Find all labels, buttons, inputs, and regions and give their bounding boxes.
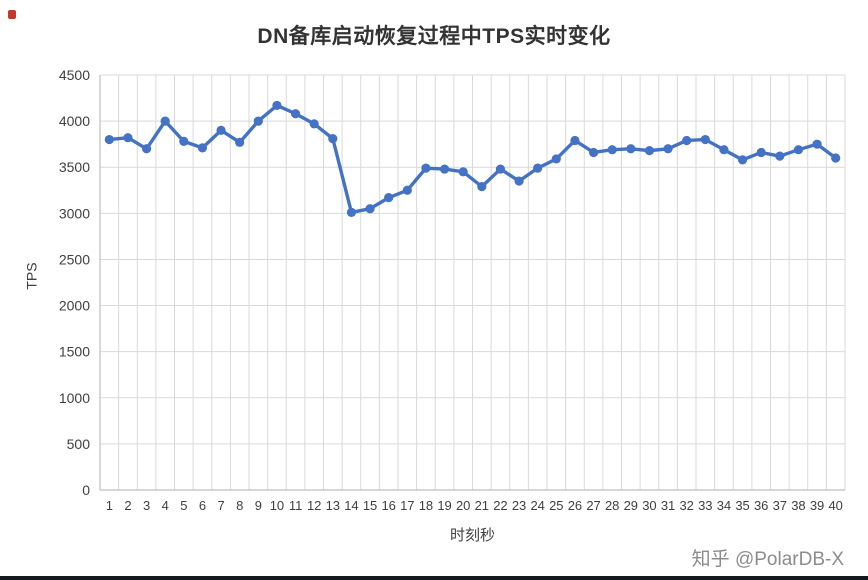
- svg-text:35: 35: [735, 498, 749, 513]
- svg-text:11: 11: [289, 498, 303, 513]
- svg-text:5: 5: [180, 498, 187, 513]
- svg-text:9: 9: [255, 498, 262, 513]
- svg-text:1000: 1000: [59, 390, 90, 406]
- svg-text:17: 17: [400, 498, 414, 513]
- bottom-edge-strip: [0, 576, 868, 580]
- svg-text:30: 30: [642, 498, 656, 513]
- svg-text:36: 36: [754, 498, 768, 513]
- svg-text:21: 21: [475, 498, 489, 513]
- svg-text:23: 23: [512, 498, 526, 513]
- corner-marker: [8, 10, 16, 19]
- svg-text:12: 12: [307, 498, 321, 513]
- svg-text:2: 2: [124, 498, 131, 513]
- svg-text:10: 10: [270, 498, 284, 513]
- svg-text:4: 4: [162, 498, 169, 513]
- svg-text:28: 28: [605, 498, 619, 513]
- svg-text:26: 26: [568, 498, 582, 513]
- svg-text:13: 13: [326, 498, 340, 513]
- svg-text:39: 39: [810, 498, 824, 513]
- chart-title: DN备库启动恢复过程中TPS实时变化: [257, 25, 611, 48]
- svg-text:24: 24: [530, 498, 544, 513]
- svg-text:2000: 2000: [59, 298, 90, 314]
- svg-text:38: 38: [791, 498, 805, 513]
- svg-text:18: 18: [419, 498, 433, 513]
- svg-text:19: 19: [437, 498, 451, 513]
- svg-text:40: 40: [828, 498, 842, 513]
- svg-text:29: 29: [624, 498, 638, 513]
- svg-text:16: 16: [381, 498, 395, 513]
- svg-text:34: 34: [717, 498, 731, 513]
- svg-text:31: 31: [661, 498, 675, 513]
- svg-text:0: 0: [82, 482, 90, 498]
- svg-text:8: 8: [236, 498, 243, 513]
- svg-text:1500: 1500: [59, 344, 90, 360]
- svg-text:22: 22: [493, 498, 507, 513]
- svg-text:25: 25: [549, 498, 563, 513]
- svg-text:14: 14: [344, 498, 358, 513]
- svg-text:7: 7: [217, 498, 224, 513]
- svg-text:27: 27: [586, 498, 600, 513]
- svg-text:4000: 4000: [59, 113, 90, 129]
- watermark-text: 知乎 @PolarDB-X: [691, 549, 844, 570]
- svg-text:3: 3: [143, 498, 150, 513]
- y-axis-title: TPS: [23, 262, 40, 290]
- svg-text:4500: 4500: [59, 67, 90, 83]
- svg-text:1: 1: [106, 498, 113, 513]
- x-axis-title: 时刻秒: [449, 527, 495, 544]
- svg-text:32: 32: [679, 498, 693, 513]
- svg-text:20: 20: [456, 498, 470, 513]
- svg-text:6: 6: [199, 498, 206, 513]
- svg-text:500: 500: [67, 436, 91, 452]
- svg-text:33: 33: [698, 498, 712, 513]
- svg-text:15: 15: [363, 498, 377, 513]
- svg-text:2500: 2500: [59, 251, 90, 267]
- svg-text:3000: 3000: [59, 205, 90, 221]
- svg-text:37: 37: [773, 498, 787, 513]
- svg-text:3500: 3500: [59, 159, 90, 175]
